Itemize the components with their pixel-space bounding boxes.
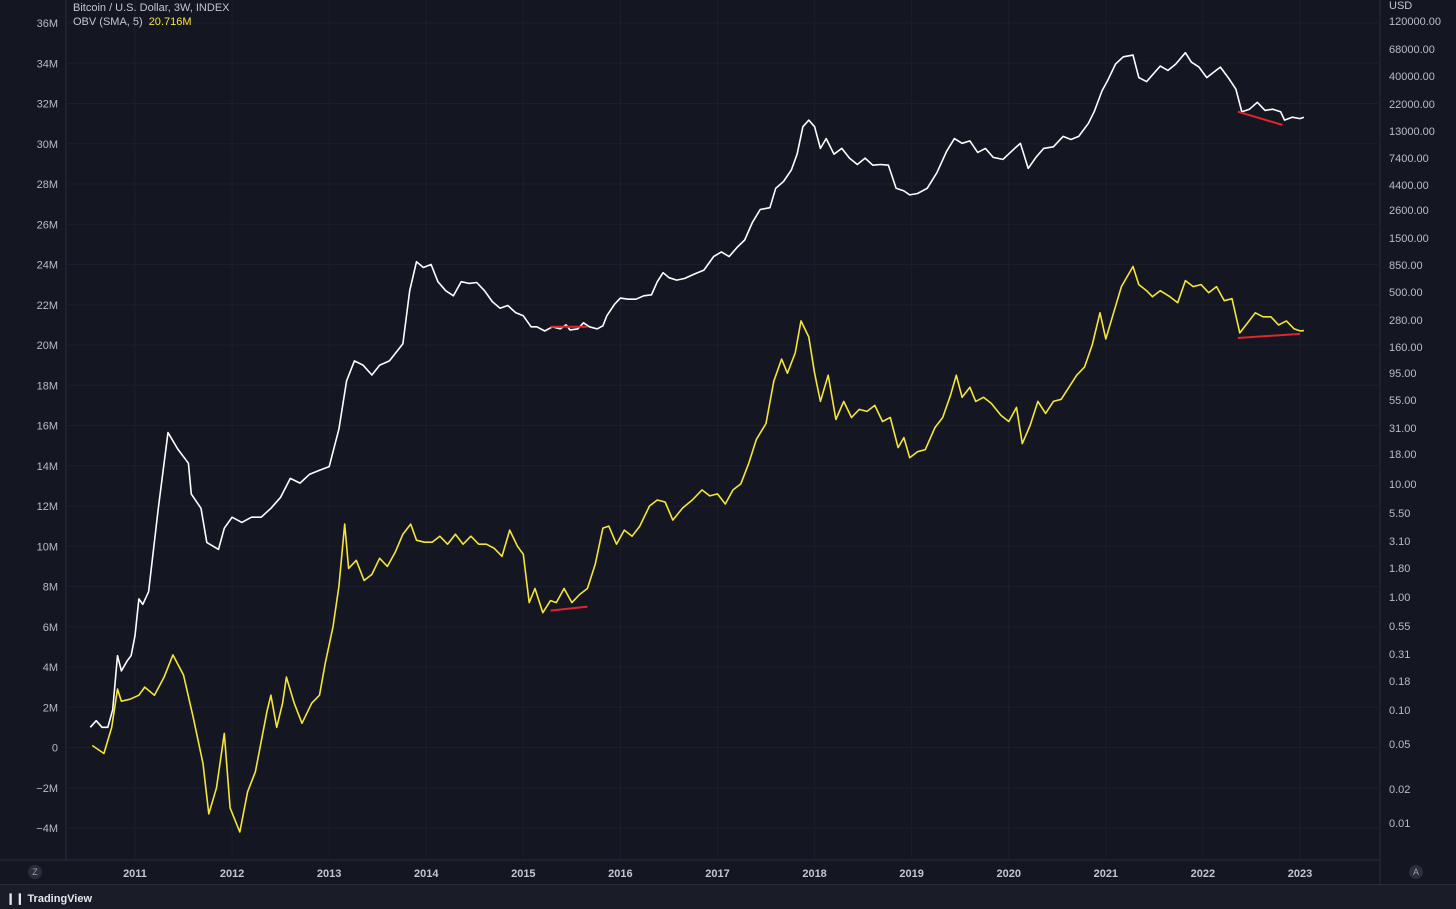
left-tick-label: 30M — [37, 139, 58, 151]
left-tick-label: 16M — [37, 421, 58, 433]
price-line — [89, 51, 1305, 729]
zoom-icon[interactable]: Z — [28, 865, 42, 879]
left-tick-label: 28M — [37, 179, 58, 191]
x-tick-label: 2014 — [414, 868, 439, 880]
left-tick-label: 22M — [37, 300, 58, 312]
left-tick-label: −4M — [36, 823, 58, 835]
right-tick-label: 31.00 — [1389, 423, 1417, 435]
x-axis-ticks: 2011 2012 2013 2014 2015 2016 2017 2018 2019 2020… — [123, 868, 1312, 880]
right-tick-label: 0.10 — [1389, 705, 1410, 717]
right-tick-label: 3.10 — [1389, 536, 1410, 548]
right-tick-label: 5.50 — [1389, 508, 1410, 520]
right-tick-label: 0.01 — [1389, 818, 1410, 830]
x-tick-label: 2017 — [705, 868, 729, 880]
plot-area[interactable] — [0, 0, 1380, 860]
right-tick-label: 280.00 — [1389, 315, 1423, 327]
x-tick-label: 2013 — [317, 868, 341, 880]
auto-scale-icon[interactable]: A — [1409, 865, 1423, 879]
left-tick-label: −2M — [36, 783, 58, 795]
right-tick-label: 0.02 — [1389, 784, 1410, 796]
left-tick-label: 0 — [52, 743, 58, 755]
right-tick-label: 95.00 — [1389, 368, 1417, 380]
right-tick-label: 7400.00 — [1389, 153, 1429, 165]
right-tick-label: 850.00 — [1389, 260, 1423, 272]
right-tick-label: 18.00 — [1389, 449, 1417, 461]
x-tick-label: 2011 — [123, 868, 147, 880]
indicator-value: 20.716M — [148, 16, 192, 28]
left-tick-label: 34M — [37, 58, 58, 70]
right-tick-label: 1.00 — [1389, 592, 1410, 604]
currency-label: USD — [1389, 0, 1413, 12]
left-axis-ticks: −4M −2M 0 2M 4M 6M 8M 10M 12M 14M 16M 18M 20M 22M 24M 2… — [36, 18, 58, 835]
x-tick-label: 2020 — [997, 868, 1021, 880]
right-tick-label: 22000.00 — [1389, 99, 1435, 111]
right-tick-label: 40000.00 — [1389, 71, 1435, 83]
left-tick-label: 6M — [43, 622, 58, 634]
chart-legend: Bitcoin / U.S. Dollar, 3W, INDEX OBV (SM… — [73, 1, 230, 29]
right-tick-label: 55.00 — [1389, 395, 1417, 407]
indicator-legend[interactable]: OBV (SMA, 5) 20.716M — [73, 15, 230, 29]
right-tick-label: 500.00 — [1389, 287, 1423, 299]
gridlines — [66, 0, 1380, 860]
left-tick-label: 8M — [43, 582, 58, 594]
right-tick-label: 4400.00 — [1389, 180, 1429, 192]
x-tick-label: 2019 — [899, 868, 923, 880]
left-tick-label: 36M — [37, 18, 58, 30]
right-tick-label: 0.55 — [1389, 621, 1410, 633]
left-tick-label: 10M — [37, 541, 58, 553]
right-tick-label: 120000.00 — [1389, 16, 1441, 28]
right-tick-label: 13000.00 — [1389, 126, 1435, 138]
x-tick-label: 2023 — [1288, 868, 1312, 880]
right-tick-label: 10.00 — [1389, 479, 1417, 491]
right-tick-label: 68000.00 — [1389, 44, 1435, 56]
x-tick-label: 2015 — [511, 868, 535, 880]
left-tick-label: 26M — [37, 219, 58, 231]
left-tick-label: 14M — [37, 461, 58, 473]
bottom-bar — [0, 884, 1456, 909]
brand-logo[interactable]: ❙❙ TradingView — [6, 892, 92, 905]
symbol-title[interactable]: Bitcoin / U.S. Dollar, 3W, INDEX — [73, 2, 230, 14]
left-tick-label: 18M — [37, 380, 58, 392]
tradingview-logo-icon: ❙❙ — [6, 893, 25, 905]
brand-name: TradingView — [27, 893, 93, 905]
x-tick-label: 2018 — [802, 868, 826, 880]
right-tick-label: 1500.00 — [1389, 233, 1429, 245]
x-tick-label: 2012 — [220, 868, 244, 880]
divergence-line — [1237, 110, 1283, 126]
right-tick-label: 0.05 — [1389, 739, 1410, 751]
divergence-line — [1237, 332, 1301, 339]
left-tick-label: 20M — [37, 340, 58, 352]
right-tick-label: 160.00 — [1389, 342, 1423, 354]
left-tick-label: 12M — [37, 501, 58, 513]
right-axis-ticks: 120000.00 68000.00 40000.00 22000.00 13000.0… — [1389, 16, 1441, 830]
right-tick-label: 0.18 — [1389, 676, 1410, 688]
left-tick-label: 32M — [37, 99, 58, 111]
x-tick-label: 2021 — [1094, 868, 1118, 880]
left-tick-label: 2M — [43, 702, 58, 714]
x-tick-label: 2016 — [608, 868, 632, 880]
obv-line — [91, 265, 1304, 833]
right-tick-label: 1.80 — [1389, 563, 1410, 575]
left-tick-label: 24M — [37, 260, 58, 272]
right-tick-label: 0.31 — [1389, 649, 1410, 661]
indicator-label: OBV (SMA, 5) — [73, 16, 143, 28]
x-tick-label: 2022 — [1191, 868, 1215, 880]
series-lines — [89, 51, 1305, 833]
divergence-line — [550, 605, 588, 612]
right-tick-label: 2600.00 — [1389, 205, 1429, 217]
left-tick-label: 4M — [43, 662, 58, 674]
divergence-lines — [550, 110, 1301, 612]
